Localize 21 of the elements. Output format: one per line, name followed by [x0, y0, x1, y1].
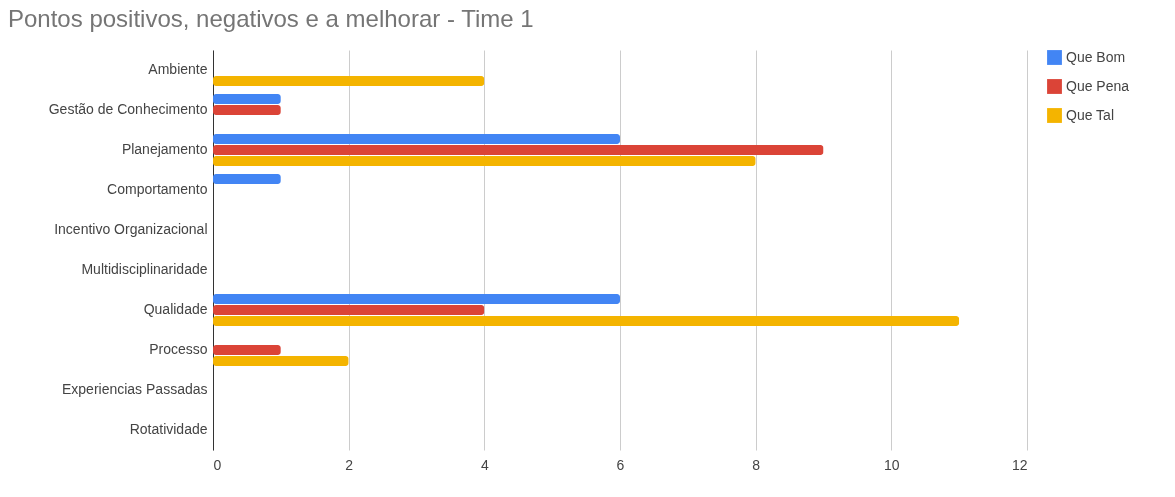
legend-label: Que Tal — [1066, 106, 1114, 123]
y-tick-label: Ambiente — [148, 61, 208, 77]
x-tick-label: 12 — [1011, 456, 1028, 473]
legend-label: Que Pena — [1066, 77, 1130, 94]
y-tick-label: Rotatividade — [129, 421, 208, 437]
x-tick-label: 8 — [752, 456, 761, 473]
y-tick-label: Planejamento — [121, 141, 208, 157]
y-tick-label: Experiencias Passadas — [61, 381, 208, 397]
y-tick-label: Processo — [149, 341, 208, 357]
y-tick-label: Gestão de Conhecimento — [48, 101, 208, 117]
y-tick-label: Multidisciplinaridade — [81, 261, 208, 277]
x-tick-label: 6 — [616, 456, 625, 473]
x-tick-label: 2 — [345, 456, 354, 473]
y-tick-label: Comportamento — [107, 181, 208, 197]
chart-title: Pontos positivos, negativos e a melhorar - Time 1 — [8, 5, 534, 32]
y-tick-label: Qualidade — [143, 301, 208, 317]
x-tick-label: 4 — [480, 456, 489, 473]
y-tick-label: Incentivo Organizacional — [54, 221, 208, 237]
legend-label: Que Bom — [1066, 48, 1126, 65]
x-tick-label: 0 — [213, 456, 222, 473]
x-tick-label: 10 — [884, 456, 900, 473]
